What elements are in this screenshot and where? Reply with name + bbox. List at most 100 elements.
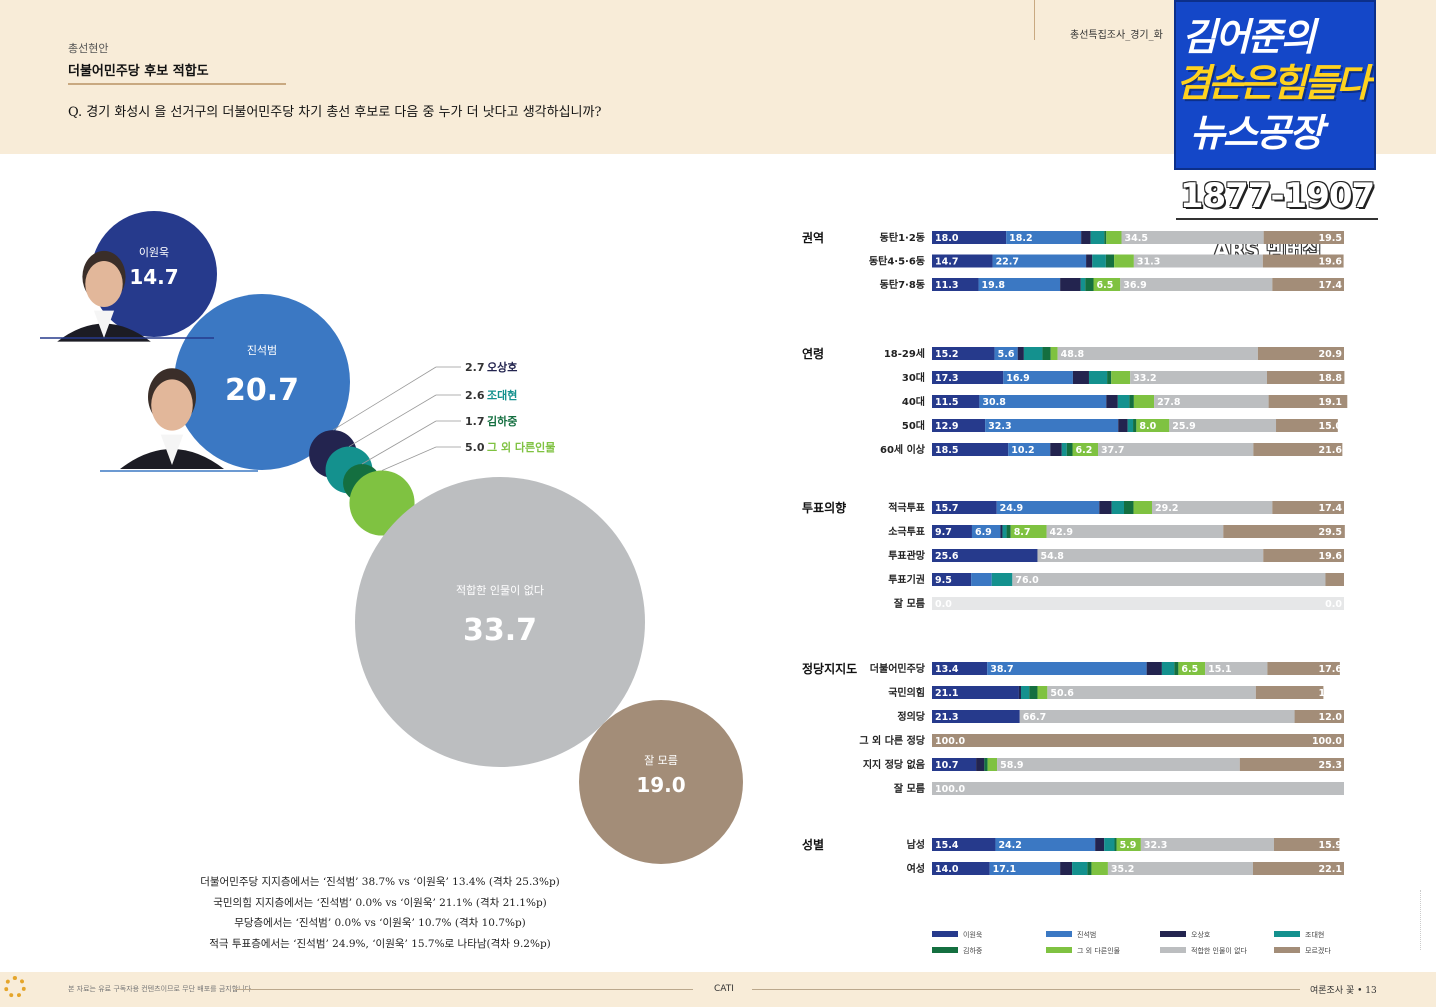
row-label: 투표관망 <box>888 549 926 562</box>
bar-value-label: 20.9 <box>1319 349 1342 360</box>
survey-method: CATI <box>714 984 734 994</box>
row-label: 50대 <box>902 419 925 432</box>
row-label: 투표기권 <box>888 573 925 586</box>
bar-segment <box>1252 862 1344 875</box>
bar-value-label: 6.5 <box>1097 280 1114 291</box>
bar-segment <box>1061 443 1067 456</box>
bar-segment <box>1127 419 1134 432</box>
bar-value-label: 19.1 <box>1319 397 1342 408</box>
bar-segment <box>1154 395 1269 408</box>
bar-segment <box>932 347 995 360</box>
legend-swatch <box>932 947 958 953</box>
bar-segment <box>932 838 996 851</box>
bar-value-label: 50.6 <box>1050 688 1074 699</box>
bar-segment <box>1057 347 1258 360</box>
row-label: 그 외 다른 정당 <box>859 734 925 747</box>
bubble-value: 33.7 <box>463 613 537 648</box>
bar-segment <box>1118 419 1128 432</box>
group-label: 연령 <box>802 346 824 361</box>
bar-segment <box>1010 525 1047 538</box>
candidate-photo-2-shirt <box>160 434 184 465</box>
flower-logo-icon <box>4 976 26 998</box>
bar-value-label: 29.5 <box>1319 527 1342 538</box>
bubble-label: 진석범 <box>247 344 277 357</box>
group-label: 정당지지도 <box>802 661 857 676</box>
bar-segment <box>1029 686 1038 699</box>
bar-value-label: 29.2 <box>1155 503 1178 514</box>
bar-value-label: 6.5 <box>1181 664 1198 675</box>
logo-line-1: 김어준의 <box>1182 15 1316 59</box>
bar-value-label: 9.5 <box>935 575 952 586</box>
summary-line: 국민의힘 지지층에서는 ‘진석범’ 0.0% vs ‘이원욱’ 21.1% (격… <box>213 896 547 909</box>
bar-segment <box>1263 231 1344 244</box>
bar-segment <box>1090 231 1105 244</box>
bar-value-label: 18.8 <box>1319 373 1343 384</box>
bar-segment <box>1136 419 1170 432</box>
bar-segment <box>1107 862 1253 875</box>
bar-value-label: 100.0 <box>1312 736 1342 747</box>
bar-segment <box>1272 501 1344 514</box>
bar-segment <box>978 278 1061 291</box>
row-label: 국민의힘 <box>888 686 925 699</box>
bar-segment <box>932 443 1009 456</box>
bar-segment <box>1325 573 1344 586</box>
bar-segment <box>1133 419 1137 432</box>
bar-segment <box>1066 443 1073 456</box>
bar-segment <box>996 501 1100 514</box>
bar-segment <box>1081 231 1091 244</box>
bar-segment <box>1133 254 1263 268</box>
bar-value-label: 12.9 <box>935 421 958 432</box>
bar-segment <box>1114 254 1134 268</box>
bar-value-label: 30.8 <box>982 397 1006 408</box>
callout-label: 조대현 <box>487 388 517 402</box>
bar-value-label: 12.0 <box>1319 712 1343 723</box>
bar-segment <box>932 686 1019 699</box>
bar-value-label: 5.9 <box>1120 840 1137 851</box>
bar-value-label: 15.0 <box>1319 421 1343 432</box>
bar-value-label: 18.5 <box>935 445 958 456</box>
bar-value-label: 100.0 <box>935 784 965 795</box>
row-label: 잘 모름 <box>894 598 925 610</box>
bar-value-label: 25.6 <box>935 551 959 562</box>
bar-segment <box>971 525 1001 538</box>
bubble-label: 잘 모름 <box>644 754 678 767</box>
bar-segment <box>987 662 1147 675</box>
bar-segment <box>1133 501 1153 514</box>
bar-segment <box>1129 395 1134 408</box>
bar-segment <box>1107 371 1112 384</box>
bar-segment <box>932 525 972 538</box>
bar-value-label: 31.3 <box>1137 257 1160 268</box>
bar-segment <box>932 662 988 675</box>
bar-segment <box>971 573 992 586</box>
bar-segment <box>1047 686 1256 699</box>
bar-value-label: 9.7 <box>935 527 952 538</box>
bar-value-label: 13.4 <box>935 664 959 675</box>
bar-value-label: 11.3 <box>935 280 958 291</box>
bar-segment <box>989 862 1061 875</box>
survey-question: Q. 경기 화성시 을 선거구의 더불어민주당 차기 총선 후보로 다음 중 누… <box>68 105 602 120</box>
bar-value-label: 27.8 <box>1157 397 1181 408</box>
bar-segment <box>1104 231 1107 244</box>
bar-segment <box>991 573 1013 586</box>
bar-value-label: 25.3 <box>1319 760 1342 771</box>
bar-value-label: 21.3 <box>935 712 958 723</box>
callout-line <box>361 420 437 465</box>
summary-line: 적극 투표층에서는 ‘진석범’ 24.9%, ‘이원욱’ 15.7%로 나타남(… <box>209 937 551 950</box>
bar-value-label: 58.9 <box>1000 760 1023 771</box>
row-label: 30대 <box>902 371 925 384</box>
bar-segment <box>1008 443 1051 456</box>
legend-swatch <box>1160 931 1186 937</box>
bar-segment <box>1266 371 1345 384</box>
bar-segment <box>1267 662 1340 675</box>
bar-segment <box>1002 525 1007 538</box>
bar-segment <box>1161 662 1175 675</box>
callout-label: 김하중 <box>487 414 517 428</box>
bar-segment <box>1019 710 1295 723</box>
bar-segment <box>932 254 993 268</box>
legend-label: 김하중 <box>963 946 983 955</box>
bar-segment <box>1000 525 1003 538</box>
row-label: 동탄1·2동 <box>880 231 925 244</box>
row-label: 동탄7·8동 <box>880 278 925 291</box>
bar-value-label: 6.2 <box>1075 445 1092 456</box>
bar-value-label: 25.9 <box>1172 421 1195 432</box>
